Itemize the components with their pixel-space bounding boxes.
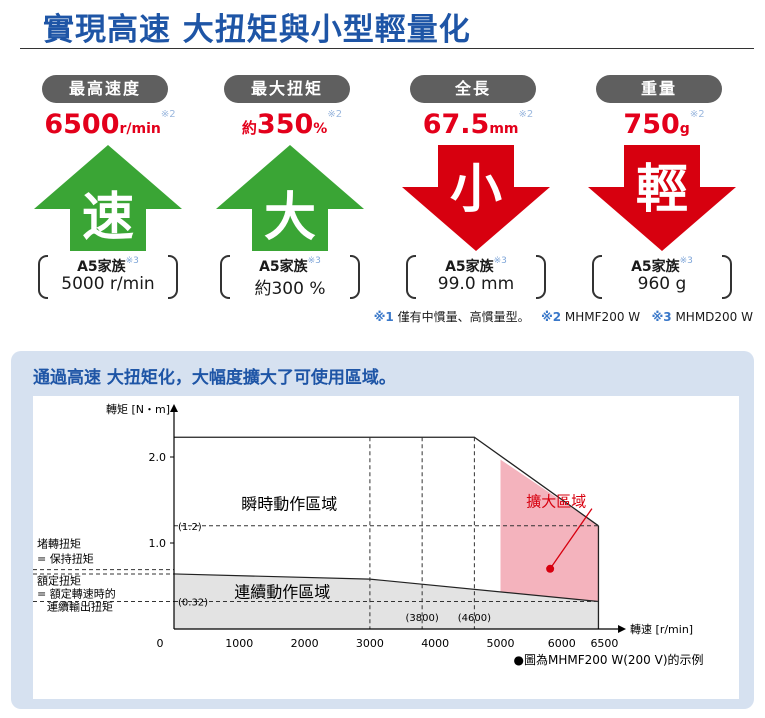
comparison-family: A5家族※3 xyxy=(38,256,178,276)
spec-glyph: 輕 xyxy=(635,160,688,220)
spec-prefix: 約 xyxy=(241,119,257,137)
spec-glyph: 大 xyxy=(263,188,316,248)
family-name: A5家族 xyxy=(77,259,126,275)
footnote-text: MHMD200 W xyxy=(675,310,753,324)
expanded-region-label: 擴大區域 xyxy=(526,493,586,511)
x-tick-label: 5000 xyxy=(487,637,515,650)
down-arrow-icon xyxy=(588,145,736,251)
spec-value: 67.5mm※2 xyxy=(398,109,558,140)
comparison-value: 960 g xyxy=(637,274,687,294)
chart-footnote: ●圖為MHMF200 W(200 V)的示例 xyxy=(514,652,704,667)
spec-glyph: 速 xyxy=(81,188,134,248)
comparison-family: A5家族※3 xyxy=(406,256,546,276)
spec-card-torque: 最大扭矩 約350%※2 大 A5家族※3 約300 % xyxy=(212,75,368,305)
rated-torque-label: 額定扭矩 xyxy=(37,573,81,587)
spec-note: ※2 xyxy=(689,109,705,120)
spec-unit: mm xyxy=(489,121,519,137)
x-tick-label: 0 xyxy=(157,637,164,650)
y-axis-label: 轉矩 [N・m] xyxy=(106,403,170,416)
spec-number: 750 xyxy=(623,109,680,140)
panel-title: 通過高速 大扭矩化，大幅度擴大了可使用區域。 xyxy=(33,368,396,388)
x-tick-label: 2000 xyxy=(291,637,319,650)
comparison-value: 5000 r/min xyxy=(61,274,155,294)
instant-region-label: 瞬時動作區域 xyxy=(241,494,337,513)
spec-note: ※2 xyxy=(160,109,176,120)
comparison-box: A5家族※3 5000 r/min xyxy=(38,255,178,299)
expanded-pointer-dot xyxy=(546,564,555,573)
spec-label: 最大扭矩 xyxy=(224,75,350,103)
dashed-torque-label: (1.2) xyxy=(178,522,202,533)
x-tick-label: 4000 xyxy=(421,637,449,650)
down-arrow-icon xyxy=(402,145,550,251)
footnote-text: 僅有中慣量、高慣量型。 xyxy=(397,310,530,324)
comparison-box: A5家族※3 約300 % xyxy=(220,255,360,299)
spec-glyph: 小 xyxy=(449,160,502,220)
continuous-region-label: 連續動作區域 xyxy=(234,582,330,601)
spec-note: ※2 xyxy=(327,109,343,120)
comparison-box: A5家族※3 960 g xyxy=(592,255,732,299)
family-note: ※3 xyxy=(679,256,693,266)
footnote-mark: ※2 xyxy=(541,310,562,324)
spec-value: 約350%※2 xyxy=(212,109,372,140)
x-tick-label: 3000 xyxy=(356,637,384,650)
y-tick-label: 2.0 xyxy=(149,451,167,464)
family-note: ※3 xyxy=(493,256,507,266)
expanded-region xyxy=(500,459,599,629)
chart-panel: 通過高速 大扭矩化，大幅度擴大了可使用區域。 轉矩 [N・m] 轉速 [r/min… xyxy=(11,351,754,709)
footnote-text: MHMF200 W xyxy=(564,310,641,324)
spec-note: ※2 xyxy=(518,109,534,120)
footnote-mark: ※1 xyxy=(373,310,394,324)
family-note: ※3 xyxy=(125,256,139,266)
family-name: A5家族 xyxy=(445,259,494,275)
footnote-mark: ※3 xyxy=(651,310,672,324)
dashed-torque-label: (0.32) xyxy=(178,597,208,608)
comparison-box: A5家族※3 99.0 mm xyxy=(406,255,546,299)
spec-unit: r/min xyxy=(119,121,161,137)
x-tick-label: 6000 xyxy=(548,637,576,650)
spec-card-speed: 最高速度 6500r/min※2 速 A5家族※3 5000 r/min xyxy=(30,75,186,305)
y-tick-label: 1.0 xyxy=(149,537,167,550)
family-name: A5家族 xyxy=(259,259,308,275)
x-axis-label: 轉速 [r/min] xyxy=(630,623,693,636)
x-axis-arrow xyxy=(618,625,627,633)
y-axis-arrow xyxy=(170,404,178,412)
spec-label: 重量 xyxy=(596,75,722,103)
spec-number: 67.5 xyxy=(422,109,490,140)
x-tick-label: 6500 xyxy=(590,637,618,650)
up-arrow-icon xyxy=(216,145,364,251)
page-title: 實現高速 大扭矩與小型輕量化 xyxy=(43,12,471,48)
x-tick-label: 1000 xyxy=(225,637,253,650)
spec-unit: g xyxy=(679,121,690,137)
stall-torque-label: 堵轉扭矩 xyxy=(37,536,81,550)
spec-value: 6500r/min※2 xyxy=(30,109,190,140)
spec-label: 全長 xyxy=(410,75,536,103)
comparison-family: A5家族※3 xyxy=(592,256,732,276)
comparison-value: 約300 % xyxy=(254,279,326,299)
spec-label: 最高速度 xyxy=(42,75,168,103)
torque-speed-chart: 轉矩 [N・m] 轉速 [r/min] 1.0 2.0 0 1000 2000 3000 400… xyxy=(33,403,704,667)
spec-card-length: 全長 67.5mm※2 小 A5家族※3 99.0 mm xyxy=(398,75,554,305)
dashed-speed-label: (3800) xyxy=(406,613,439,624)
chart-area: 轉矩 [N・m] 轉速 [r/min] 1.0 2.0 0 1000 2000 3000 400… xyxy=(33,396,739,699)
title-divider xyxy=(20,48,754,49)
dashed-speed-label: (4600) xyxy=(458,613,491,624)
spec-card-weight: 重量 750g※2 輕 A5家族※3 960 g xyxy=(584,75,740,305)
expanded-pointer-line xyxy=(549,508,593,570)
rated-torque-label: = 額定轉速時的 xyxy=(37,586,116,600)
up-arrow-icon xyxy=(34,145,182,251)
spec-value: 750g※2 xyxy=(584,109,744,140)
family-name: A5家族 xyxy=(631,259,680,275)
rated-torque-label: 連續輸出扭矩 xyxy=(47,599,113,613)
comparison-family: A5家族※3 xyxy=(220,256,360,276)
stall-torque-label: = 保持扭矩 xyxy=(37,551,94,565)
spec-number: 6500 xyxy=(44,109,120,140)
family-note: ※3 xyxy=(307,256,321,266)
spec-number: 350 xyxy=(256,109,314,140)
spec-unit: % xyxy=(313,121,328,137)
comparison-value: 99.0 mm xyxy=(437,274,515,294)
footnotes: ※1 僅有中慣量、高慣量型。 ※2 MHMF200 W ※3 MHMD200 W xyxy=(374,308,753,325)
